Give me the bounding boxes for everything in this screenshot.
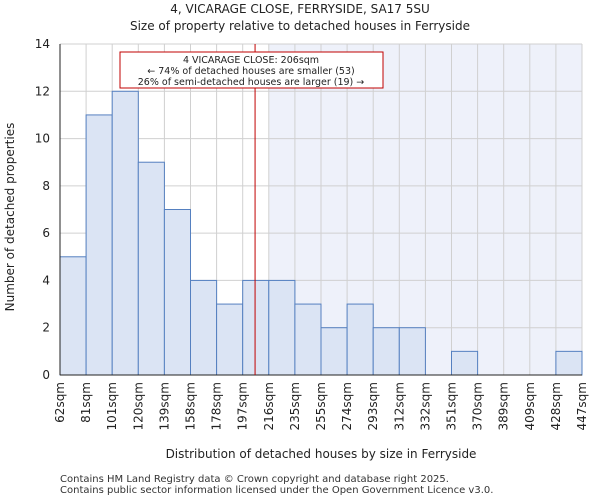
annotation-box [119,51,384,89]
x-tick-label: 255sqm [314,382,328,430]
y-tick-label: 0 [42,368,50,382]
histogram-bar [346,303,374,376]
histogram-bar [268,279,296,376]
footer-line-2: Contains public sector information licen… [60,485,494,496]
histogram-bar [555,350,583,376]
chart-title: 4, VICARAGE CLOSE, FERRYSIDE, SA17 5SU [170,2,430,16]
x-tick-label: 428sqm [549,382,563,430]
x-tick-label: 62sqm [53,382,67,423]
x-tick-label: 101sqm [105,382,119,430]
histogram-bar [320,327,348,376]
x-tick-label: 139sqm [157,382,171,430]
y-tick-label: 4 [42,273,50,287]
x-tick-label: 216sqm [262,382,276,430]
x-tick-label: 312sqm [392,382,406,430]
x-tick-label: 409sqm [523,382,537,430]
histogram-bar [451,350,479,376]
x-tick-label: 81sqm [79,382,93,423]
x-tick-label: 351sqm [445,382,459,430]
annotation-text: ← 74% of detached houses are smaller (53… [147,66,354,77]
histogram-bar [59,256,87,376]
histogram-bar [163,209,191,376]
x-tick-label: 274sqm [340,382,354,430]
histogram-bar [372,327,400,376]
x-tick-label: 120sqm [131,382,145,430]
x-tick-label: 293sqm [366,382,380,430]
chart-subtitle: Size of property relative to detached ho… [129,19,470,33]
histogram-bar [216,303,244,376]
histogram-bar [242,279,270,376]
y-axis-label: Number of detached properties [3,123,17,312]
histogram-bar [190,279,218,376]
histogram-bar [111,90,139,376]
annotation-text: 26% of semi-detached houses are larger (… [138,77,365,88]
x-tick-label: 235sqm [288,382,302,430]
y-tick-label: 8 [42,179,50,193]
histogram-bar [85,114,113,376]
x-tick-label: 178sqm [210,382,224,430]
annotation-text: 4 VICARAGE CLOSE: 206sqm [183,55,319,66]
histogram-bar [398,327,426,376]
x-tick-label: 370sqm [471,382,485,430]
x-tick-label: 158sqm [184,382,198,430]
y-tick-label: 2 [42,321,50,335]
histogram-chart: 0 2 4 6 8 10 12 14 62sqm 81sqm 101sqm 120sqm 139sqm 1… [3,37,589,461]
x-tick-label: 332sqm [418,382,432,430]
x-tick-label: 197sqm [236,382,250,430]
y-tick-label: 6 [42,226,50,240]
x-tick-label: 447sqm [575,382,589,430]
histogram-bar [137,161,165,376]
histogram-bar [294,303,322,376]
y-tick-label: 10 [35,132,50,146]
x-axis-label: Distribution of detached houses by size … [166,447,477,461]
y-tick-label: 12 [35,84,50,98]
footer-line-1: Contains HM Land Registry data © Crown c… [60,474,449,485]
x-tick-label: 389sqm [497,382,511,430]
y-tick-label: 14 [35,37,50,51]
